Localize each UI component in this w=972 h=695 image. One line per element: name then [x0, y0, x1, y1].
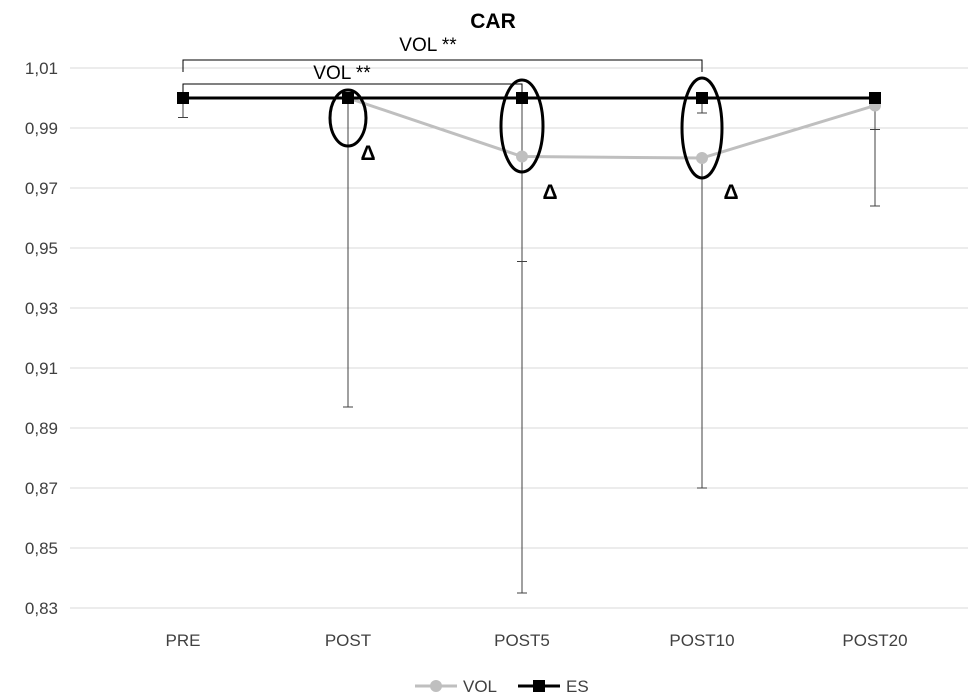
delta-symbol: Δ — [542, 181, 557, 204]
delta-symbol: Δ — [723, 181, 738, 204]
legend-marker — [430, 680, 442, 692]
delta-symbol: Δ — [360, 142, 375, 165]
y-tick-label: 0,87 — [25, 479, 58, 498]
circled-points: Δ Δ Δ — [328, 76, 739, 204]
legend-label: VOL — [463, 677, 497, 695]
data-point-es — [342, 92, 354, 104]
x-category-label: POST5 — [494, 631, 550, 650]
x-axis-category-labels: PRE POST POST5 POST10 POST20 — [166, 631, 908, 650]
y-tick-label: 0,83 — [25, 599, 58, 618]
y-tick-label: 0,97 — [25, 179, 58, 198]
y-tick-label: 0,85 — [25, 539, 58, 558]
y-tick-label: 0,99 — [25, 119, 58, 138]
data-point-es — [177, 92, 189, 104]
y-tick-label: 0,89 — [25, 419, 58, 438]
data-point-es — [516, 92, 528, 104]
legend: VOL ES — [415, 677, 589, 695]
x-category-label: POST — [325, 631, 371, 650]
y-tick-label: 0,95 — [25, 239, 58, 258]
x-category-label: POST10 — [669, 631, 734, 650]
data-point-vol — [696, 152, 708, 164]
significance-annotations: VOL ** VOL ** — [182, 35, 703, 93]
gridlines — [70, 67, 968, 609]
y-axis-tick-labels: 0,83 0,85 0,87 0,89 0,91 0,93 0,95 0,97 0,99 1,01 — [25, 59, 58, 618]
y-tick-label: 0,93 — [25, 299, 58, 318]
legend-marker — [533, 680, 545, 692]
significance-label: VOL ** — [399, 35, 457, 56]
data-point-es — [696, 92, 708, 104]
y-tick-label: 1,01 — [25, 59, 58, 78]
legend-label: ES — [566, 677, 589, 695]
highlight-ellipse — [328, 88, 368, 148]
significance-bracket — [182, 59, 703, 72]
x-category-label: POST20 — [842, 631, 907, 650]
highlight-ellipse — [499, 78, 545, 174]
highlight-ellipse — [680, 76, 724, 180]
data-point-es — [869, 92, 881, 104]
data-series — [177, 92, 881, 164]
chart-title: CAR — [470, 10, 516, 33]
x-category-label: PRE — [166, 631, 201, 650]
error-bars — [178, 98, 880, 594]
y-tick-label: 0,91 — [25, 359, 58, 378]
significance-label: VOL ** — [313, 63, 371, 84]
significance-bracket — [182, 83, 523, 93]
data-point-vol — [516, 150, 528, 163]
